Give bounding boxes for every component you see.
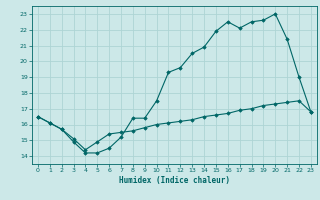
- X-axis label: Humidex (Indice chaleur): Humidex (Indice chaleur): [119, 176, 230, 185]
